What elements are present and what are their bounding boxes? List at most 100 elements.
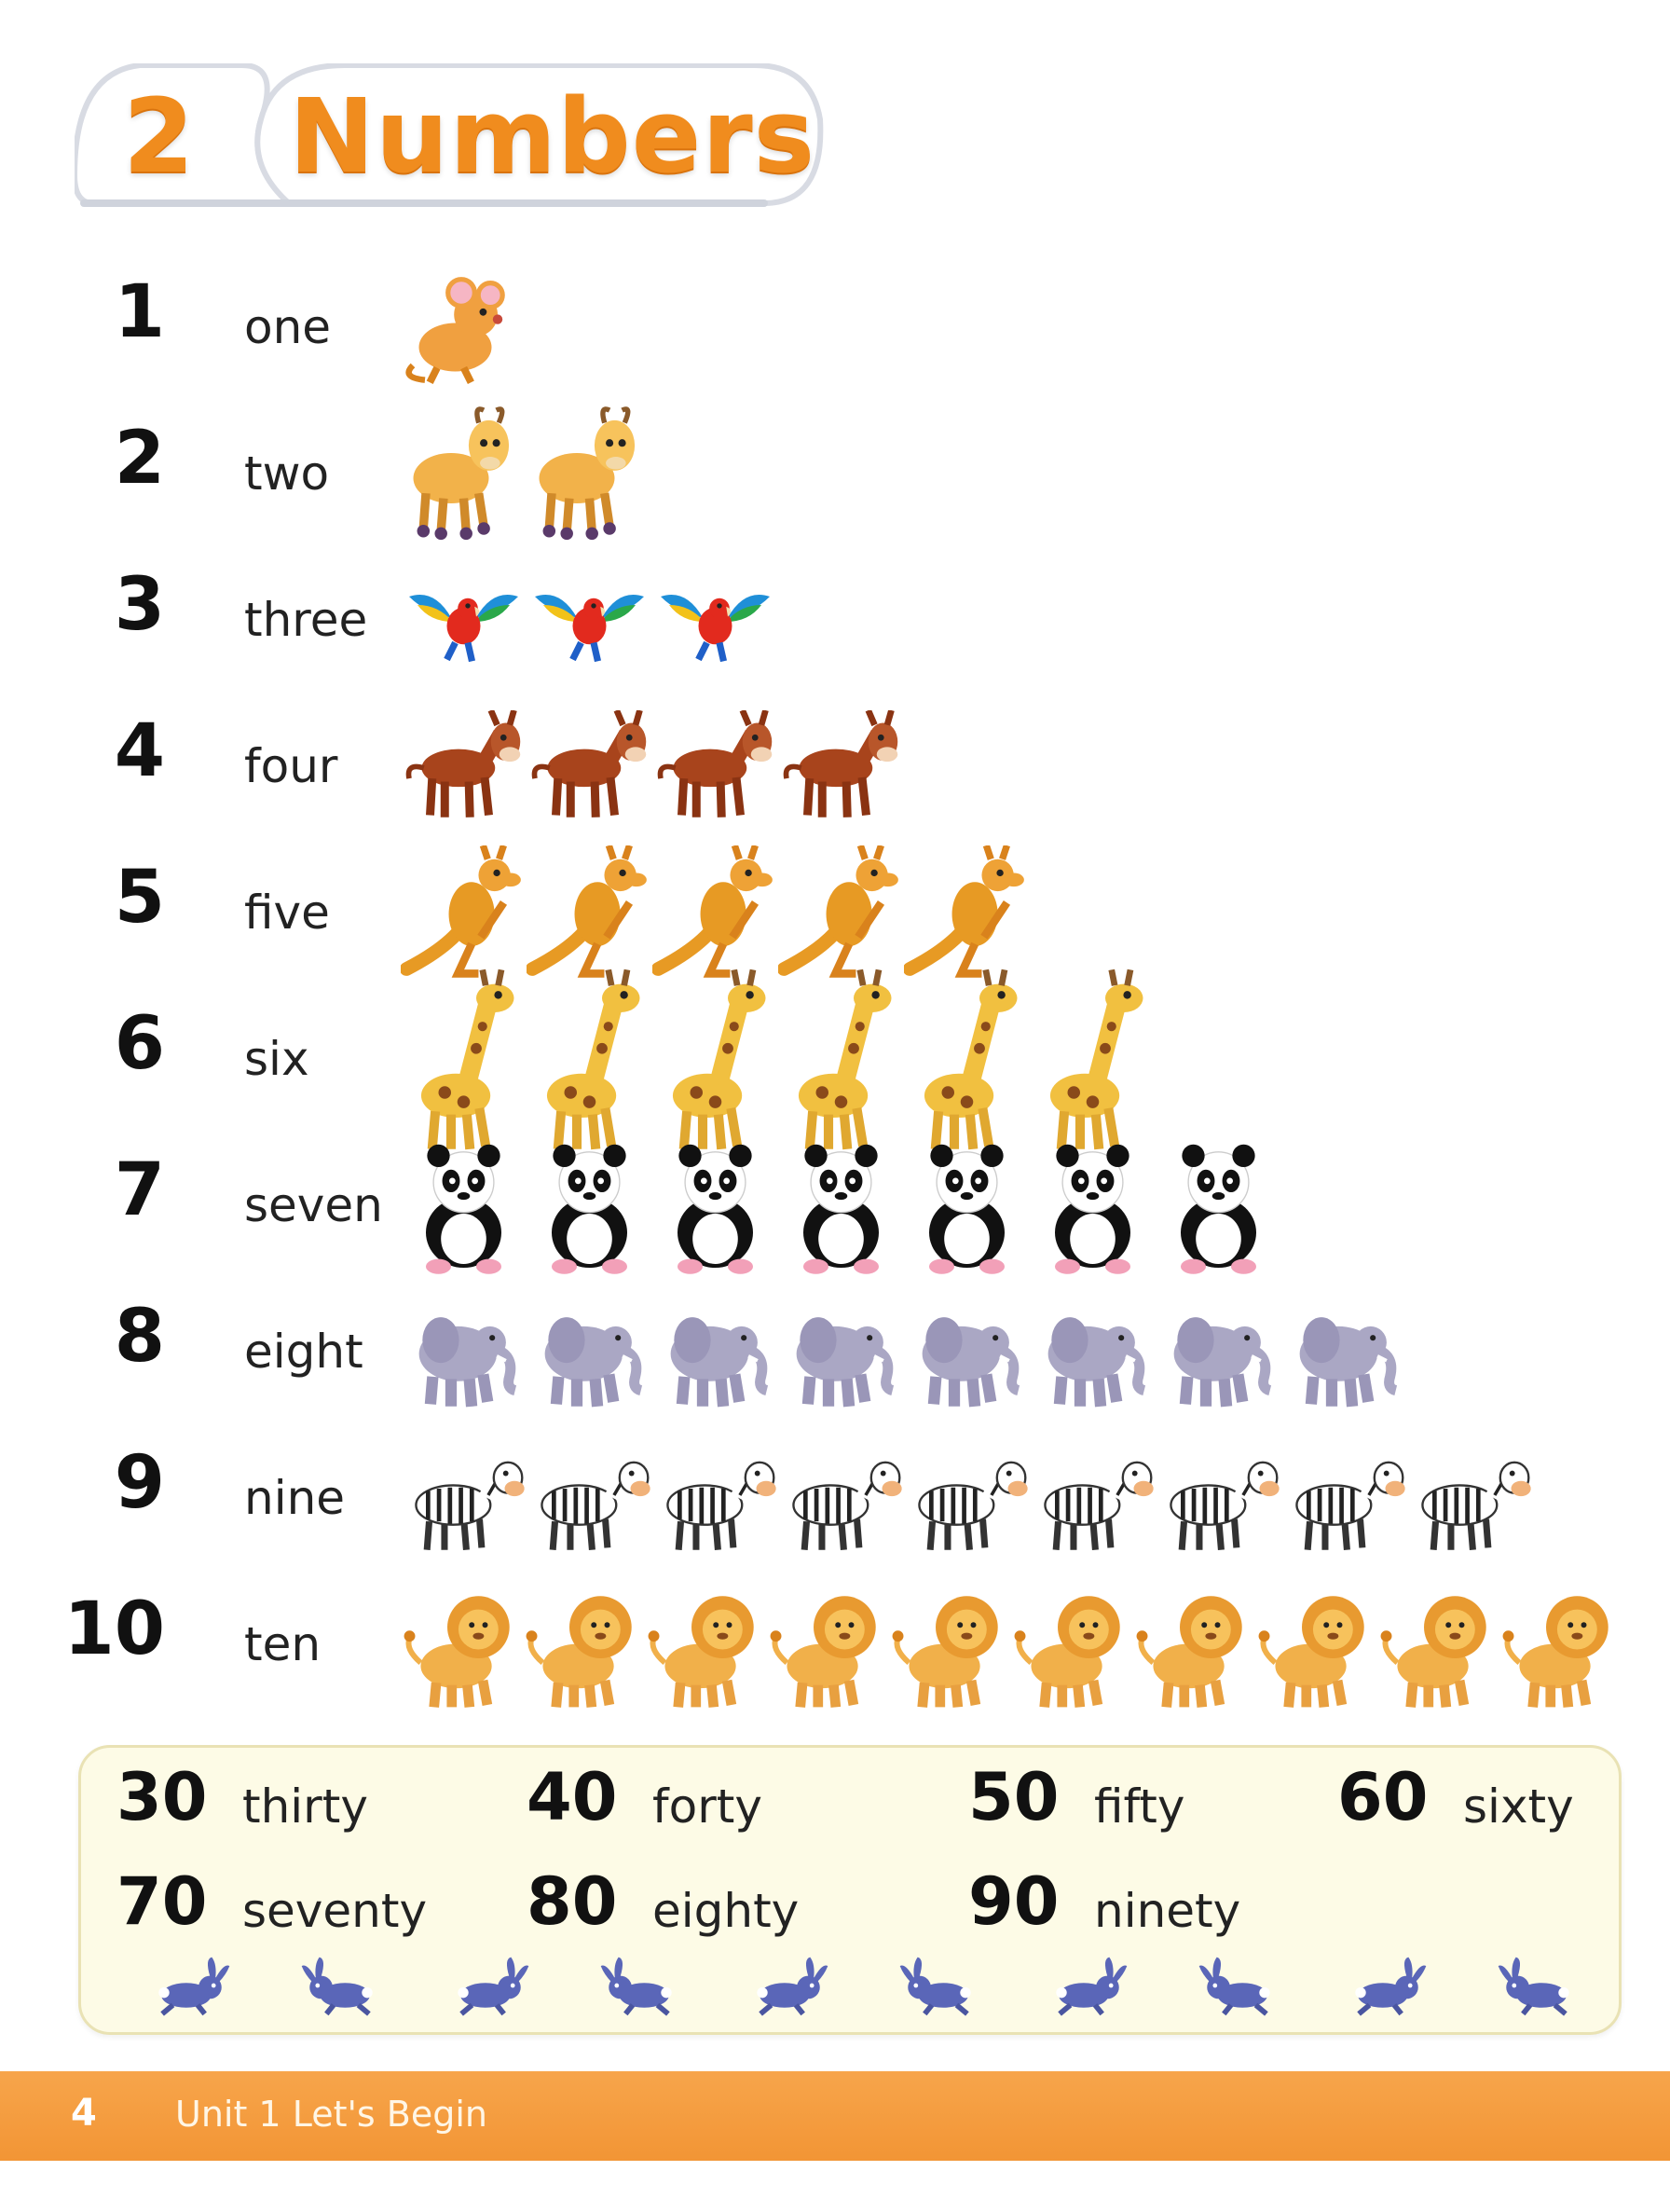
numeral: 8 xyxy=(114,1295,165,1379)
numeral: 1 xyxy=(114,270,165,354)
number-word: six xyxy=(244,1032,309,1086)
zebra-icon xyxy=(1407,1445,1533,1558)
numeral: 6 xyxy=(114,1002,165,1086)
parrot-icon xyxy=(527,580,652,667)
tens-word: seventy xyxy=(242,1884,428,1938)
number-row: 4 four xyxy=(0,700,1670,840)
donkey-icon xyxy=(527,708,652,830)
animal-group xyxy=(399,845,1030,986)
tens-number: 50 xyxy=(968,1759,1060,1835)
zebra-icon xyxy=(778,1445,904,1558)
zebra-icon xyxy=(1281,1445,1407,1558)
kangaroo-icon xyxy=(525,845,652,986)
section-title: 2 Numbers xyxy=(75,63,839,222)
title-tab-shape xyxy=(75,63,824,207)
number-word: nine xyxy=(244,1471,346,1525)
number-word: three xyxy=(244,593,368,647)
rabbit-icon xyxy=(1493,1954,1581,2023)
kangaroo-icon xyxy=(776,845,904,986)
elephant-icon xyxy=(652,1297,778,1415)
lion-icon xyxy=(889,1583,1011,1714)
numeral: 9 xyxy=(114,1441,165,1525)
number-row: 3 three xyxy=(0,554,1670,694)
lion-icon xyxy=(645,1583,767,1714)
zebra-icon xyxy=(1156,1445,1281,1558)
elephant-icon xyxy=(1281,1297,1407,1415)
lion-icon xyxy=(523,1583,645,1714)
rabbit-icon xyxy=(1343,1954,1431,2023)
animal-group xyxy=(401,1285,1407,1425)
tens-number: 60 xyxy=(1337,1759,1429,1835)
tens-word: fifty xyxy=(1094,1779,1185,1834)
giraffe-icon xyxy=(401,967,527,1160)
animal-group xyxy=(401,406,652,547)
donkey-icon xyxy=(401,708,527,830)
rabbit-icon xyxy=(146,1954,235,2023)
rabbit-icon xyxy=(595,1954,684,2023)
giraffe-icon xyxy=(527,967,652,1160)
goat-icon xyxy=(401,403,527,551)
numeral: 7 xyxy=(114,1148,165,1232)
animal-group xyxy=(401,554,778,694)
elephant-icon xyxy=(527,1297,652,1415)
number-row: 1 one xyxy=(0,261,1670,401)
zebra-icon xyxy=(527,1445,652,1558)
panda-icon xyxy=(401,1138,527,1281)
panda-icon xyxy=(778,1138,904,1281)
number-word: seven xyxy=(244,1178,383,1232)
number-row: 6 six xyxy=(0,969,1670,1149)
number-row: 8 eight xyxy=(0,1285,1670,1425)
panda-icon xyxy=(652,1138,778,1281)
tens-number: 70 xyxy=(116,1863,208,1940)
tens-word: thirty xyxy=(242,1779,368,1834)
donkey-icon xyxy=(652,708,778,830)
animal-group xyxy=(401,1578,1622,1718)
animal-group xyxy=(401,1432,1533,1572)
panda-icon xyxy=(904,1138,1030,1281)
lion-icon xyxy=(1255,1583,1377,1714)
panda-icon xyxy=(527,1138,652,1281)
number-word: two xyxy=(244,447,330,501)
elephant-icon xyxy=(904,1297,1030,1415)
elephant-icon xyxy=(778,1297,904,1415)
donkey-icon xyxy=(778,708,904,830)
numeral: 5 xyxy=(114,856,165,940)
rabbit-icon xyxy=(445,1954,534,2023)
zebra-icon xyxy=(652,1445,778,1558)
panda-icon xyxy=(1156,1138,1281,1281)
number-word: four xyxy=(244,739,338,793)
parrot-icon xyxy=(652,580,778,667)
tens-number: 40 xyxy=(527,1759,618,1835)
number-word: ten xyxy=(244,1617,322,1671)
number-word: five xyxy=(244,886,330,940)
page-number: 4 xyxy=(71,2092,97,2135)
animal-group xyxy=(401,700,904,840)
number-row: 9 nine xyxy=(0,1432,1670,1572)
animal-group xyxy=(401,1139,1281,1279)
tens-word: sixty xyxy=(1463,1779,1574,1834)
lion-icon xyxy=(767,1583,889,1714)
lion-icon xyxy=(1133,1583,1255,1714)
animal-group xyxy=(401,261,522,401)
rabbit-icon xyxy=(296,1954,385,2023)
zebra-icon xyxy=(1030,1445,1156,1558)
lion-icon xyxy=(401,1583,523,1714)
mouse-icon xyxy=(401,268,522,393)
numeral: 2 xyxy=(114,417,165,501)
tens-word: ninety xyxy=(1094,1884,1241,1938)
page-footer: 4 Unit 1 Let's Begin xyxy=(0,2071,1670,2161)
zebra-icon xyxy=(401,1445,527,1558)
number-row: 10 ten xyxy=(0,1578,1670,1718)
tens-word: forty xyxy=(652,1779,762,1834)
number-word: one xyxy=(244,300,332,354)
number-row: 5 five xyxy=(0,845,1670,986)
giraffe-icon xyxy=(652,967,778,1160)
giraffe-icon xyxy=(1030,967,1156,1160)
lion-icon xyxy=(1377,1583,1499,1714)
section-number: 2 xyxy=(123,76,196,196)
rabbit-icon xyxy=(895,1954,983,2023)
numeral: 10 xyxy=(63,1587,165,1671)
elephant-icon xyxy=(401,1297,527,1415)
rabbit-icon xyxy=(1194,1954,1282,2023)
tens-word: eighty xyxy=(652,1884,800,1938)
